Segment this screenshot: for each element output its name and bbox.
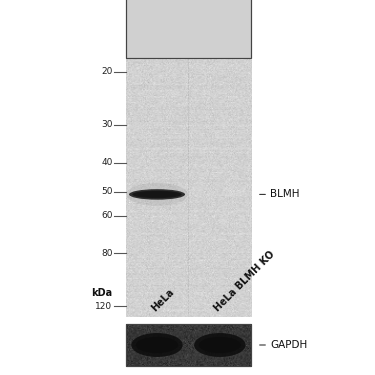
Text: 20: 20 [101,68,112,76]
Ellipse shape [136,337,178,353]
Text: BLMH: BLMH [270,189,300,200]
Text: 30: 30 [101,120,112,129]
Ellipse shape [199,337,241,353]
Text: GAPDH: GAPDH [270,340,307,350]
Bar [126,0,251,58]
Ellipse shape [129,189,185,200]
Text: 50: 50 [101,188,112,196]
Bar [126,324,251,366]
Ellipse shape [204,340,235,350]
Ellipse shape [131,333,183,357]
Text: HeLa: HeLa [150,286,177,313]
Bar [126,324,251,366]
Text: HeLa BLMH KO: HeLa BLMH KO [213,249,277,313]
Ellipse shape [126,183,188,206]
Text: 120: 120 [95,302,112,311]
Ellipse shape [132,190,182,198]
Ellipse shape [142,340,172,350]
Bar [126,0,251,58]
Ellipse shape [137,192,177,197]
Text: 40: 40 [101,158,112,167]
Text: 60: 60 [101,211,112,220]
Text: 80: 80 [101,249,112,258]
Text: kDa: kDa [92,288,112,298]
Ellipse shape [194,333,246,357]
